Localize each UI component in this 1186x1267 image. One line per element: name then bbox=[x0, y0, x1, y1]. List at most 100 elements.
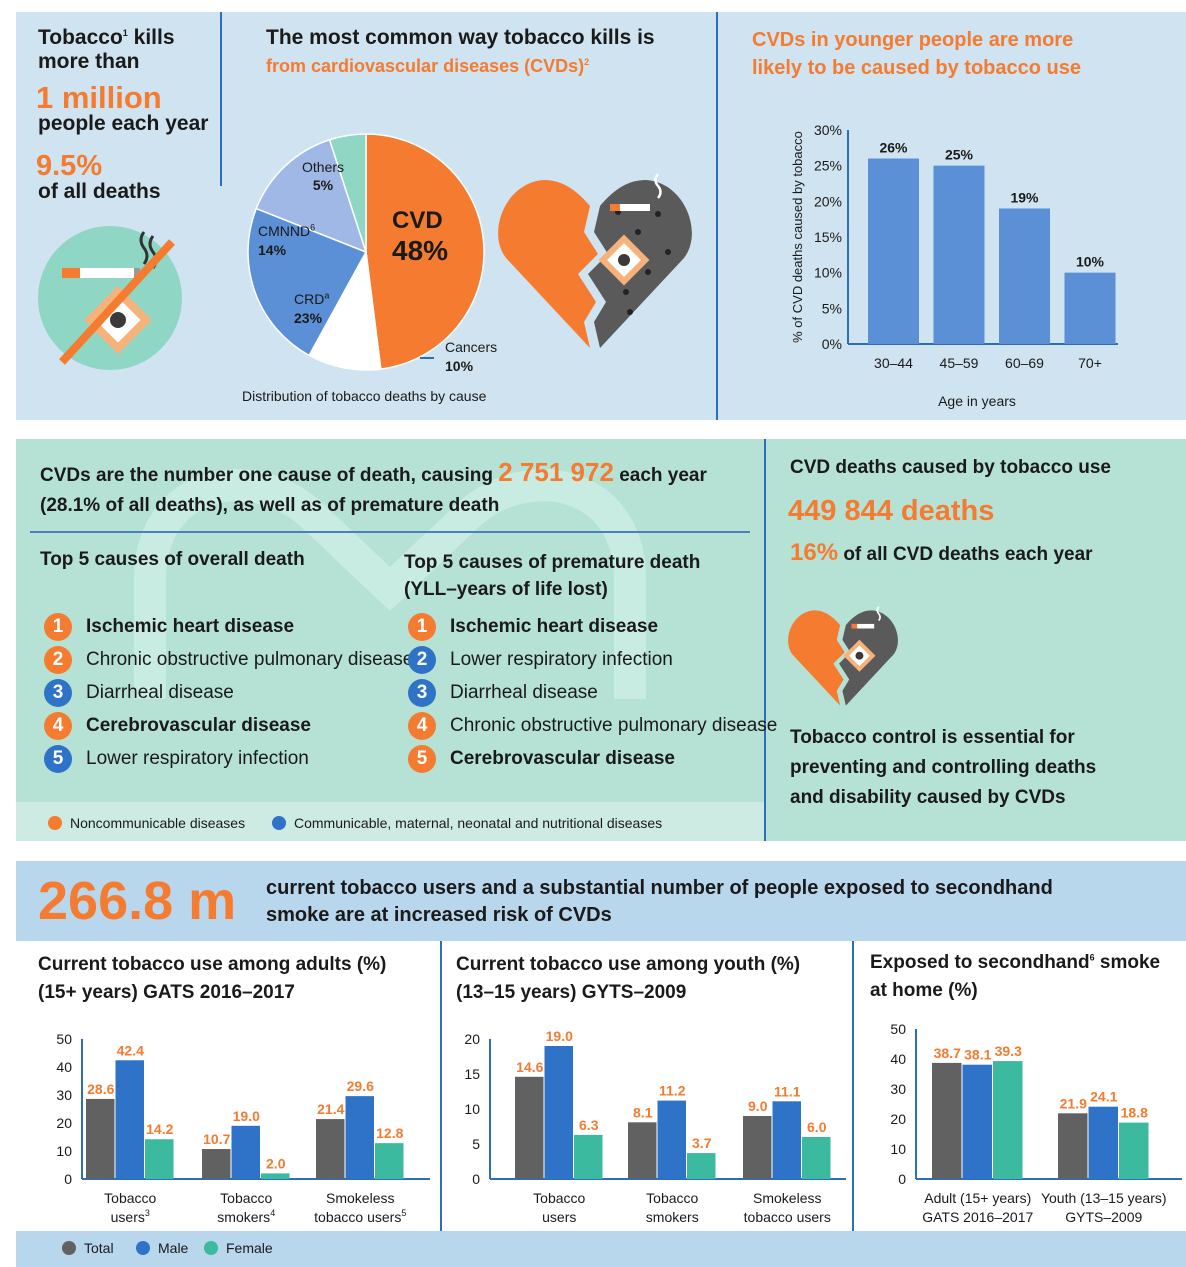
bar-total bbox=[1058, 1113, 1088, 1179]
cause-label: Chronic obstructive pulmonary disease bbox=[86, 649, 414, 670]
y-tick-label: 20 bbox=[464, 1031, 480, 1047]
y-tick-label: 10 bbox=[464, 1101, 480, 1117]
y-tick-label: 5% bbox=[822, 300, 842, 316]
tobacco-deaths-pie-chart bbox=[247, 133, 485, 371]
bar-female bbox=[145, 1139, 174, 1179]
divider bbox=[852, 941, 854, 1231]
bar-value-label: 3.7 bbox=[692, 1135, 712, 1151]
bar-total bbox=[515, 1076, 544, 1179]
bar-total bbox=[316, 1119, 345, 1179]
bar-value-label: 14.6 bbox=[516, 1059, 543, 1075]
bar-male bbox=[345, 1096, 374, 1179]
legend-total-dot bbox=[62, 1241, 76, 1255]
adults-bar-chart: 0 10 20 30 40 50 28.6 42.4 14.2 Tobacco users3 10.7… bbox=[56, 1031, 430, 1225]
youth-bar-chart: 0 5 10 15 20 14.619.0 6.3 Tobacco users 8.1 11.2 3.… bbox=[464, 1028, 846, 1225]
section-cvd-causes: CVDs are the number one cause of death, … bbox=[16, 439, 1186, 841]
x-tick-label: users3 bbox=[111, 1208, 150, 1225]
tobacco-users-headline: current tobacco users and a substantial … bbox=[266, 877, 1053, 926]
x-tick-label: 45–59 bbox=[940, 355, 979, 371]
youth-chart-title: Current tobacco use among youth (%) (13–1… bbox=[456, 954, 801, 1003]
bar-female bbox=[261, 1173, 290, 1179]
cause-label: Lower respiratory infection bbox=[450, 649, 673, 670]
bar-value-label: 26% bbox=[879, 140, 908, 156]
bar-value-label: 24.1 bbox=[1090, 1089, 1117, 1105]
x-tick-label: 70+ bbox=[1078, 355, 1102, 371]
rank-badge: 4 bbox=[44, 712, 72, 740]
bar-male bbox=[772, 1101, 801, 1179]
x-tick-label: Adult (15+ years) bbox=[924, 1190, 1031, 1206]
x-tick-label: Tobacco bbox=[220, 1190, 272, 1206]
bar-value-label: 18.8 bbox=[1121, 1105, 1148, 1121]
bar-value-label: 6.3 bbox=[579, 1117, 599, 1133]
bar-value-label: 10.7 bbox=[203, 1131, 230, 1147]
bar-value-label: 11.1 bbox=[774, 1083, 801, 1099]
divider bbox=[220, 12, 222, 186]
bar-value-label: 9.0 bbox=[748, 1098, 768, 1114]
tobacco-users-big-number: 266.8 m bbox=[38, 871, 237, 931]
cvd-tobacco-pct-line: 16% of all CVD deaths each year bbox=[790, 539, 1093, 566]
rank-badge: 5 bbox=[408, 745, 436, 773]
kills-heading: Tobacco1 kills more than bbox=[38, 26, 175, 73]
pie-slice-crd bbox=[247, 207, 368, 357]
divider bbox=[440, 941, 442, 1231]
section-tobacco-kills: Tobacco1 kills more than 1 million peopl… bbox=[16, 12, 1186, 420]
legend-cd-dot bbox=[272, 816, 286, 830]
bar-45–59 bbox=[933, 165, 985, 344]
section-tobacco-use-charts: Current tobacco use among adults (%) (15+… bbox=[16, 941, 1186, 1231]
bar-male bbox=[657, 1100, 686, 1179]
cause-label: Lower respiratory infection bbox=[86, 748, 309, 769]
bar-30–44 bbox=[868, 158, 919, 344]
common-way-title: The most common way tobacco kills is bbox=[266, 26, 655, 49]
x-tick-label: tobacco users bbox=[744, 1209, 831, 1225]
legend-cd-label: Communicable, maternal, neonatal and nut… bbox=[294, 815, 663, 831]
bar-male bbox=[1088, 1106, 1118, 1179]
x-tick-label: 30–44 bbox=[874, 355, 913, 371]
cvd-headline: CVDs are the number one cause of death, … bbox=[40, 457, 707, 516]
footnote-marker: 3 bbox=[145, 1208, 150, 1218]
adults-chart-title: Current tobacco use among adults (%) (15+… bbox=[38, 954, 387, 1003]
cause-label: Diarrheal disease bbox=[86, 682, 234, 703]
bar-female bbox=[802, 1137, 831, 1179]
y-tick-label: 20 bbox=[56, 1115, 72, 1131]
x-tick-label: GATS 2016–2017 bbox=[922, 1209, 1033, 1225]
heart-outline-icon bbox=[134, 469, 646, 699]
bar-total bbox=[202, 1149, 231, 1179]
x-tick-label: Youth (13–15 years) bbox=[1041, 1190, 1167, 1206]
legend-ncd-dot bbox=[48, 816, 62, 830]
pie-label-cmnnd: CMNND6 14% bbox=[258, 222, 316, 258]
divider bbox=[716, 12, 718, 420]
x-tick-label: Smokeless bbox=[326, 1190, 394, 1206]
divider bbox=[764, 439, 766, 841]
x-tick-label: Tobacco bbox=[104, 1190, 156, 1206]
y-tick-label: 50 bbox=[56, 1031, 72, 1047]
premature-title: Top 5 causes of premature death (YLL–year… bbox=[404, 552, 701, 600]
section-tobacco-users-header: 266.8 m current tobacco users and a subs… bbox=[16, 861, 1186, 941]
broken-heart-icon bbox=[498, 173, 692, 348]
bar-value-label: 38.7 bbox=[934, 1045, 961, 1061]
bar-value-label: 11.2 bbox=[659, 1083, 686, 1099]
bar-male bbox=[231, 1125, 260, 1179]
bar-value-label: 8.1 bbox=[633, 1104, 653, 1120]
bar-total bbox=[628, 1122, 657, 1179]
bar-value-label: 2.0 bbox=[266, 1155, 286, 1171]
deaths-percent: 9.5% bbox=[36, 150, 103, 182]
kills-big-number: 1 million bbox=[36, 80, 162, 115]
y-tick-label: 0 bbox=[64, 1171, 72, 1187]
bar-value-label: 28.6 bbox=[87, 1081, 114, 1097]
x-tick-label: GYTS–2009 bbox=[1065, 1209, 1142, 1225]
pie-label-cvd: CVD 48% bbox=[392, 207, 449, 266]
secondhand-chart-title: Exposed to secondhand6 smoke at home (%) bbox=[870, 952, 1161, 1001]
y-tick-label: 30% bbox=[814, 122, 842, 138]
cvd-tobacco-deaths: 449 844 deaths bbox=[788, 495, 995, 527]
overall-title: Top 5 causes of overall death bbox=[40, 549, 305, 570]
bar-total bbox=[932, 1062, 962, 1179]
x-tick-label: 60–69 bbox=[1005, 355, 1044, 371]
y-tick-label: 0 bbox=[472, 1171, 480, 1187]
bar-60–69 bbox=[999, 208, 1050, 344]
pie-slice-others bbox=[328, 133, 367, 253]
bar-total bbox=[86, 1098, 115, 1179]
legend-female-dot bbox=[204, 1241, 218, 1255]
x-tick-label: smokers bbox=[646, 1209, 699, 1225]
broken-heart-icon bbox=[788, 606, 898, 706]
rank-badge: 2 bbox=[44, 646, 72, 674]
